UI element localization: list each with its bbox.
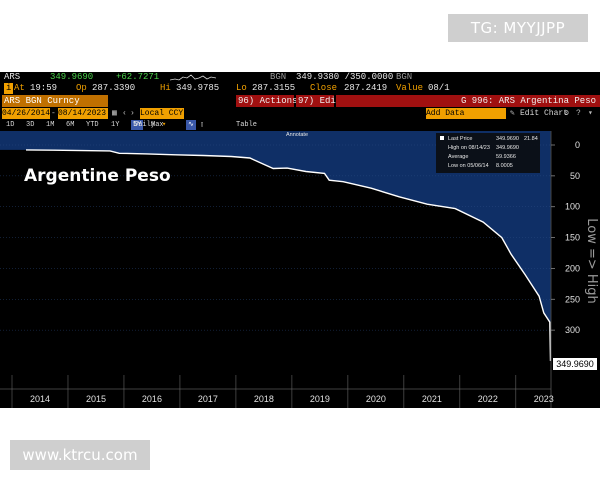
value-label: Value — [396, 83, 424, 93]
right-axis-label: Low => High — [584, 218, 599, 304]
time-label: At — [14, 83, 25, 93]
x-tick-label: 2022 — [478, 394, 498, 404]
add-data-input[interactable]: Add Data — [426, 108, 506, 119]
period-button-1d[interactable]: 1D — [6, 121, 15, 129]
legend-low-label: Low on 05/06/14 — [448, 163, 489, 169]
next-arrow-icon[interactable]: › — [130, 109, 135, 118]
area-fill — [0, 131, 551, 361]
y-tick-label: 150 — [565, 233, 580, 243]
period-button-ytd[interactable]: YTD — [86, 121, 99, 129]
x-tick-label: 2020 — [366, 394, 386, 404]
y-axis: 0 50 100 150 200 250 300 — [551, 140, 580, 335]
open-value: 287.3390 — [92, 83, 136, 93]
x-tick-label: 2014 — [30, 394, 50, 404]
high-value: 349.9785 — [176, 83, 220, 93]
watermark-telegram: TG: MYYJJPP — [448, 14, 588, 42]
overlay-title: Argentine Peso — [24, 166, 171, 186]
last-price-flag-text: 349.9690 — [556, 359, 594, 369]
legend-box — [436, 133, 540, 173]
y-tick-label: 100 — [565, 202, 580, 212]
currency-select[interactable]: Local CCY — [140, 108, 184, 119]
period-button-1y[interactable]: 1Y — [111, 121, 120, 129]
frequency-select[interactable]: Daily — [134, 121, 156, 129]
calendar-icon[interactable]: ▦ — [112, 109, 117, 118]
ticker: ARS — [4, 72, 21, 82]
date-separator: - — [51, 109, 56, 118]
x-tick-label: 2017 — [198, 394, 218, 404]
pencil-icon[interactable]: ✎ — [510, 109, 515, 118]
more-icon[interactable]: ▾ — [588, 109, 593, 118]
edit-chart-button[interactable]: Edit Chart — [520, 109, 569, 118]
bloomberg-terminal-window: ARS 349.9690 +62.7271 BGN 349.9380 /350.… — [0, 72, 600, 408]
legend-last-label: Last Price — [448, 136, 472, 142]
price-line — [25, 149, 552, 362]
start-date-input[interactable]: 04/26/2014 — [2, 108, 51, 119]
last-price-flag — [553, 358, 597, 370]
x-tick-label: 2019 — [310, 394, 330, 404]
legend-high-value: 349.9690 — [496, 145, 519, 151]
value-date: 08/1 — [428, 83, 450, 93]
line-chart-icon[interactable]: ∿ — [186, 120, 196, 130]
edit-menu[interactable]: 97) Edit — [296, 95, 342, 107]
legend-average-value: 59.9366 — [496, 154, 516, 160]
annotate-label[interactable]: Annotate — [286, 132, 308, 138]
security-field[interactable]: ARS BGN Curncy — [2, 95, 108, 107]
end-date-input[interactable]: 08/14/2023 — [58, 108, 108, 119]
table-button[interactable]: Table — [236, 121, 258, 129]
y-tick-label: 50 — [570, 171, 580, 181]
watermark-website: www.ktrcu.com — [10, 440, 150, 470]
date-range-bar: 04/26/2014 - 08/14/2023 ▦ ‹ › Local CCY … — [0, 108, 600, 119]
source-label-2: BGN — [396, 72, 413, 82]
info-icon: i — [4, 83, 14, 94]
legend-last-value: 349.9690 — [496, 136, 519, 142]
close-label: Close — [310, 83, 338, 93]
time-value: 19:59 — [30, 83, 58, 93]
x-tick-label: 2018 — [254, 394, 274, 404]
legend-low-value: 8.0005 — [496, 163, 513, 169]
low-value: 287.3155 — [252, 83, 296, 93]
quote-line: ARS 349.9690 +62.7271 BGN 349.9380 /350.… — [0, 72, 600, 83]
legend-average-label: Average — [448, 154, 468, 160]
chevron-down-icon: ▾ — [162, 121, 167, 129]
legend-high-label: High on 08/14/23 — [448, 145, 490, 151]
open-label: Op — [76, 83, 87, 93]
y-tick-label: 0 — [575, 140, 580, 150]
price-chart: 0 50 100 150 200 250 300 2014 2015 2016 2017 2018 2… — [0, 131, 600, 408]
y-tick-label: 200 — [565, 263, 580, 273]
actions-menu[interactable]: 96) Actions — [236, 95, 298, 107]
x-tick-label: 2015 — [86, 394, 106, 404]
period-bar: 1D 3D 1M 6M YTD 1Y 5Y Max Daily ▾ ∿ ▯ Table — [0, 120, 600, 130]
sparkline-icon — [170, 74, 216, 81]
y-tick-label: 300 — [565, 325, 580, 335]
ohlc-line: i At 19:59 Op 287.3390 Hi 349.9785 Lo 28… — [0, 83, 600, 94]
period-button-1m[interactable]: 1M — [46, 121, 55, 129]
chart-title-bar: G 996: ARS Argentina Peso — [336, 95, 600, 107]
price-change: +62.7271 — [116, 72, 160, 82]
toolbar: ARS BGN Curncy 96) Actions 97) Edit G 99… — [0, 95, 600, 107]
legend-swatch — [440, 136, 444, 140]
bid-ask: 349.9380 /350.0000 — [296, 72, 394, 82]
settings-gear-icon[interactable]: ⚙ — [564, 109, 569, 118]
y-tick-label: 250 — [565, 294, 580, 304]
period-button-3d[interactable]: 3D — [26, 121, 35, 129]
last-price: 349.9690 — [50, 72, 94, 82]
period-button-6m[interactable]: 6M — [66, 121, 75, 129]
high-label: Hi — [160, 83, 171, 93]
source-label: BGN — [270, 72, 287, 82]
legend: Last Price 349.9690 21.84 High on 08/14/… — [436, 133, 540, 173]
period-button-5y[interactable]: 5Y — [131, 120, 144, 130]
help-icon[interactable]: ? — [576, 109, 581, 118]
x-tick-label: 2021 — [422, 394, 442, 404]
bar-chart-icon[interactable]: ▯ — [200, 121, 205, 129]
x-tick-label: 2023 — [534, 394, 554, 404]
x-axis: 2014 2015 2016 2017 2018 2019 2020 2021 2022 2023 — [11, 375, 554, 408]
last-price-label: 349.9690 — [553, 358, 597, 370]
prev-arrow-icon[interactable]: ‹ — [122, 109, 127, 118]
x-tick-label: 2016 — [142, 394, 162, 404]
low-label: Lo — [236, 83, 247, 93]
legend-last-pct: 21.84 — [524, 136, 538, 142]
close-value: 287.2419 — [344, 83, 388, 93]
period-button-max[interactable]: Max — [151, 121, 164, 129]
